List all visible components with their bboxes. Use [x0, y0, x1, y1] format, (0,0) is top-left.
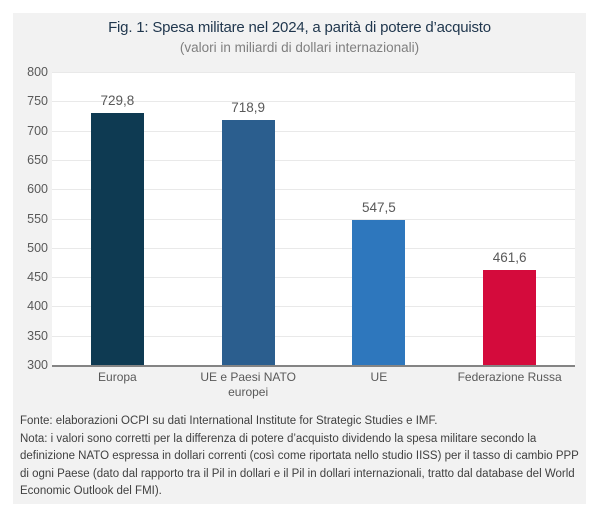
x-tick-label: UE — [370, 370, 388, 384]
y-tick-label: 700 — [27, 123, 48, 138]
y-tick-label: 800 — [27, 65, 48, 79]
method-note: Nota: i valori sono corretti per la diff… — [20, 432, 579, 498]
gridline — [52, 306, 575, 308]
gridline — [52, 189, 575, 191]
bar-value-label: 461,6 — [492, 250, 527, 266]
y-axis: 800 750 700 650 600 550 500 450 400 350 300 — [13, 65, 48, 372]
x-axis: Europa UE e Paesi NATO europei UE Federazio… — [52, 370, 575, 404]
y-tick-label: 650 — [27, 152, 48, 167]
gridline — [52, 335, 575, 337]
y-tick-label: 500 — [27, 240, 48, 255]
gridline — [52, 72, 575, 73]
gridline — [52, 247, 575, 249]
chart-title: Fig. 1: Spesa militare nel 2024, a parit… — [108, 19, 491, 36]
y-tick-label: 450 — [27, 270, 48, 285]
y-tick-label: 550 — [27, 211, 48, 226]
plot-area: 729,8 718,9 547,5 461,6 — [52, 72, 575, 367]
y-tick-label: 400 — [27, 299, 48, 314]
bar-ue — [352, 219, 406, 365]
bar-value-label: 729,8 — [100, 93, 135, 109]
y-tick-label: 300 — [27, 358, 48, 372]
gridline — [52, 101, 575, 103]
gridline — [52, 130, 575, 132]
source-note: Fonte: elaborazioni OCPI su dati Interna… — [20, 415, 438, 427]
y-tick-label: 600 — [27, 182, 48, 197]
chart-panel: Fig. 1: Spesa militare nel 2024, a parit… — [13, 13, 586, 504]
gridline — [52, 218, 575, 220]
bar-ue-e-paesi-nato-europei — [221, 119, 275, 365]
footnotes: Fonte: elaborazioni OCPI su dati Interna… — [20, 413, 580, 501]
x-tick-label: Europa — [98, 370, 137, 384]
x-tick-label: Federazione Russa — [457, 370, 562, 384]
bar-value-label: 547,5 — [361, 199, 396, 215]
bar-value-label: 718,9 — [231, 99, 266, 115]
chart-subtitle: (valori in miliardi di dollari internazi… — [179, 40, 420, 55]
x-tick-label: UE e Paesi NATO europei — [200, 370, 296, 399]
gridline — [52, 277, 575, 279]
gridline — [52, 159, 575, 161]
y-tick-label: 750 — [27, 94, 48, 109]
y-tick-label: 350 — [27, 328, 48, 343]
bar-europa — [90, 113, 144, 365]
bar-federazione-russa — [483, 270, 537, 365]
